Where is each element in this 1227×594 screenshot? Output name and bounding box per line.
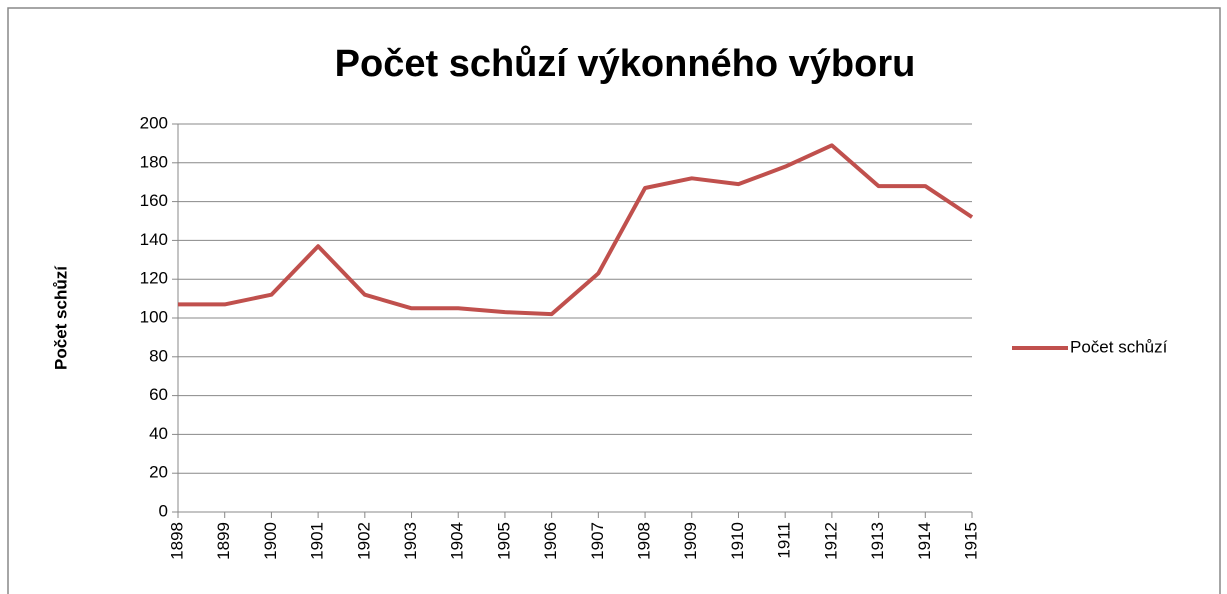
x-tick-label: 1906 [541,522,560,560]
y-tick-label: 20 [149,463,168,482]
x-tick-label: 1912 [821,522,840,560]
x-tick-label: 1902 [354,522,373,560]
x-tick-label: 1904 [448,522,467,560]
x-tick-label: 1913 [868,522,887,560]
y-tick-label: 60 [149,385,168,404]
x-tick-label: 1909 [681,522,700,560]
x-tick-label: 1915 [961,522,980,560]
x-tick-label: 1900 [261,522,280,560]
x-tick-label: 1910 [728,522,747,560]
x-tick-label: 1905 [494,522,513,560]
series-line [178,143,974,317]
y-tick-label: 0 [159,501,168,520]
legend-label: Počet schůzí [1070,337,1168,356]
x-tick-label: 1898 [167,522,186,560]
y-tick-label: 140 [140,230,168,249]
y-tick-label: 40 [149,424,168,443]
chart-title: Počet schůzí výkonného výboru [335,43,916,85]
x-tick-label: 1908 [635,522,654,560]
y-tick-label: 120 [140,269,168,288]
y-tick-label: 160 [140,191,168,210]
x-tick-label: 1899 [214,522,233,560]
chart-frame [7,7,1221,594]
y-tick-label: 80 [149,346,168,365]
y-axis-label: Počet schůzí [51,265,70,370]
y-tick-label: 100 [140,307,168,326]
x-tick-label: 1901 [308,522,327,560]
y-tick-label: 180 [140,152,168,171]
x-tick-label: 1914 [915,522,934,560]
y-tick-label: 200 [140,113,168,132]
x-tick-label: 1903 [401,522,420,560]
x-tick-label: 1907 [588,522,607,560]
x-tick-label: 1911 [775,522,794,559]
